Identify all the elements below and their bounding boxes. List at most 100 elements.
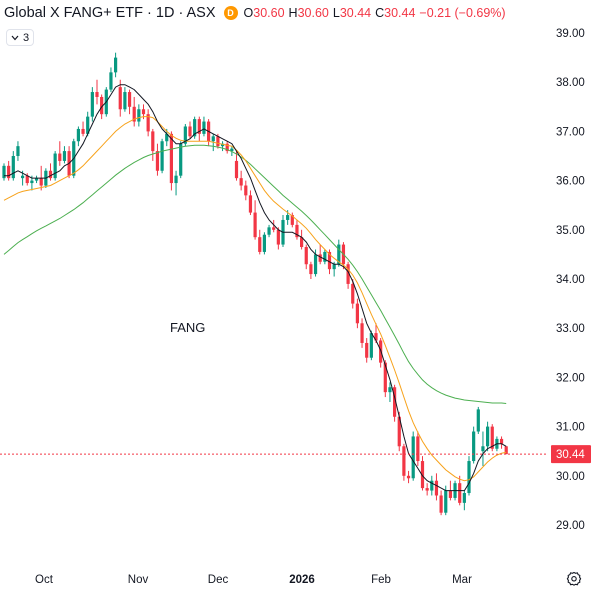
candle	[118, 79, 122, 117]
candle	[239, 170, 243, 191]
candle	[202, 116, 206, 137]
candle	[472, 426, 476, 464]
low-value: 30.44	[339, 6, 372, 20]
candle	[388, 382, 392, 402]
open-value: 30.60	[253, 6, 285, 20]
candle	[225, 141, 229, 154]
time-axis[interactable]: Oct Nov Dec 2026 Feb Mar	[35, 574, 472, 586]
price-axis[interactable]: 39.00 38.00 37.00 36.00 35.00 34.00 33.00 32.00…	[556, 28, 585, 532]
candle	[220, 141, 225, 152]
candle	[425, 483, 429, 496]
candle	[281, 215, 285, 248]
candle	[90, 87, 94, 122]
candle	[486, 421, 490, 452]
candle	[207, 119, 211, 147]
candle	[476, 406, 480, 434]
candlestick-series	[2, 52, 508, 516]
candle	[393, 384, 397, 422]
candle	[146, 109, 150, 137]
candle	[406, 470, 411, 484]
candle	[411, 431, 415, 481]
price-tick-label: 39.00	[556, 28, 585, 40]
candle	[169, 131, 173, 191]
symbol-header: Global X FANG+ ETF · 1D · ASX D O 30.60 H…	[4, 4, 506, 22]
candle	[467, 456, 471, 496]
candle	[109, 67, 113, 93]
candle	[402, 443, 406, 481]
candle	[86, 111, 90, 137]
candle	[193, 116, 197, 139]
candle	[7, 160, 11, 181]
price-tick-label: 30.00	[556, 471, 585, 483]
candle	[499, 436, 504, 449]
candle	[2, 163, 6, 181]
candle	[132, 96, 136, 127]
price-tick-label: 34.00	[556, 274, 585, 286]
candle	[290, 212, 294, 228]
candle	[267, 224, 271, 238]
candle	[160, 138, 164, 174]
candle	[355, 298, 359, 329]
candle	[346, 261, 350, 289]
candle	[434, 473, 439, 501]
candle	[62, 146, 67, 164]
change-value: −0.21 (−0.69%)	[419, 6, 506, 20]
candle	[309, 261, 313, 279]
ma-mid-line	[3, 116, 507, 482]
candle	[276, 227, 280, 250]
price-tick-label: 35.00	[556, 225, 585, 237]
price-tick-label: 33.00	[556, 323, 585, 335]
symbol-title[interactable]: Global X FANG+ ETF · 1D · ASX	[4, 5, 216, 21]
candle	[234, 151, 239, 181]
high-value: 30.60	[297, 6, 329, 20]
close-label: C	[375, 6, 385, 20]
indicators-toggle-button[interactable]: 3	[6, 29, 34, 46]
candle	[95, 79, 99, 105]
settings-gear-icon[interactable]	[566, 571, 582, 587]
time-tick-label: Mar	[452, 574, 472, 586]
time-tick-label: 2026	[289, 574, 315, 586]
candle	[430, 475, 434, 496]
candle	[272, 219, 276, 233]
candle	[244, 180, 248, 201]
candle	[48, 163, 53, 181]
candle	[114, 52, 118, 78]
close-value: 30.44	[384, 6, 416, 20]
data-source-badge[interactable]: D	[223, 6, 238, 20]
candle	[123, 87, 127, 112]
ma-fast-line	[4, 84, 507, 492]
time-tick-label: Oct	[35, 574, 54, 586]
price-tick-label: 36.00	[556, 176, 585, 188]
candle	[416, 431, 420, 466]
candle	[127, 89, 132, 115]
candle	[369, 330, 373, 361]
candle	[53, 151, 57, 181]
price-tick-label: 38.00	[556, 77, 585, 89]
indicators-count: 3	[22, 31, 30, 44]
last-price-text: 30.44	[556, 449, 585, 461]
time-tick-label: Nov	[128, 574, 149, 586]
candle	[197, 116, 201, 142]
candle	[300, 229, 304, 250]
candle	[155, 143, 160, 176]
candle	[420, 456, 425, 491]
candle	[462, 490, 466, 511]
candle	[137, 104, 141, 127]
candle	[174, 170, 178, 196]
candle	[151, 128, 155, 161]
price-tick-label: 32.00	[556, 372, 585, 384]
symbol-watermark: FANG	[170, 320, 206, 335]
price-tick-label: 29.00	[556, 520, 585, 532]
ma-slow-line	[3, 144, 507, 404]
price-tick-label: 31.00	[556, 422, 585, 434]
candle	[439, 490, 443, 516]
price-tick-label: 37.00	[556, 126, 585, 138]
candle	[481, 431, 485, 466]
candle	[253, 200, 257, 240]
open-label: O	[243, 6, 254, 20]
chevron-down-icon	[11, 35, 19, 40]
low-label: L	[332, 6, 340, 20]
time-tick-label: Feb	[371, 574, 391, 586]
high-label: H	[288, 6, 298, 20]
